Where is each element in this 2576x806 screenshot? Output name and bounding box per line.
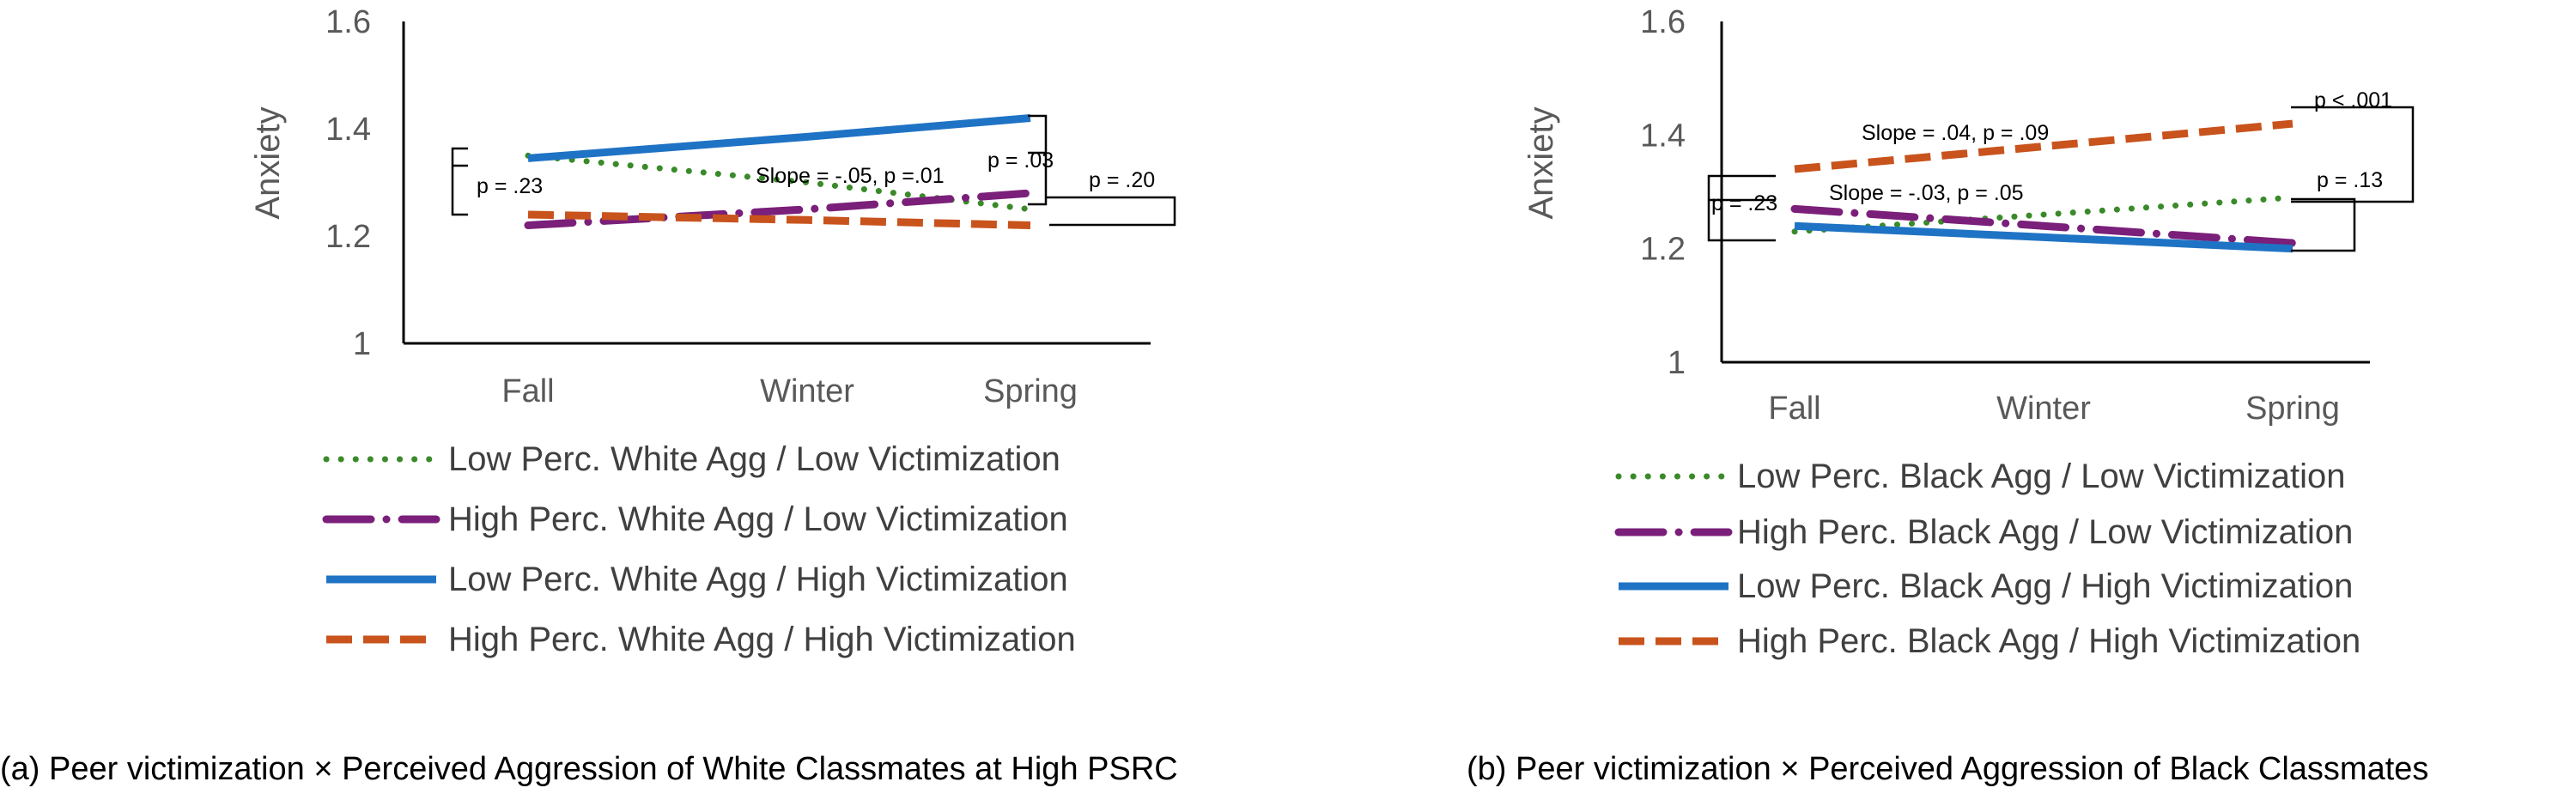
bracket-spring-1 — [2291, 106, 2415, 203]
legend-label-1: Low Perc. Black Agg / Low Victimization — [1737, 458, 2345, 495]
bracket-spring-2 — [2291, 197, 2356, 252]
y-tick-label: 1 — [353, 326, 371, 362]
annotation: p = .20 — [1089, 168, 1155, 192]
legend-label-4: High Perc. Black Agg / High Victimizatio… — [1737, 622, 2360, 660]
x-tick-label: Fall — [1768, 391, 1820, 427]
annotation: p = .23 — [1711, 191, 1777, 215]
x-tick-label: Spring — [983, 373, 1078, 409]
panel-caption: (b) Peer victimization × Perceived Aggre… — [1467, 751, 2428, 787]
annotation: Slope = -.05, p =.01 — [756, 164, 945, 188]
annotation: p = .23 — [477, 174, 543, 198]
y-axis-label: Anxiety — [249, 106, 287, 219]
annotation: p = .13 — [2317, 168, 2383, 192]
y-tick-label: 1 — [1668, 345, 1686, 381]
x-tick-label: Winter — [1996, 391, 2091, 427]
annotation: p < .001 — [2314, 88, 2392, 112]
legend-label-2: High Perc. White Agg / Low Victimization — [448, 500, 1068, 538]
legend-label-1: Low Perc. White Agg / Low Victimization — [448, 440, 1060, 478]
legend-label-2: High Perc. Black Agg / Low Victimization — [1737, 513, 2353, 551]
series-line-4 — [1794, 119, 2293, 173]
y-axis-label: Anxiety — [1522, 106, 1560, 219]
annotation: p = .03 — [987, 148, 1054, 173]
panel-a: 1 1.2 1.4 1.6 Anxiety Fall Winter Spring p = .23… — [0, 4, 1178, 787]
bracket-fall — [451, 147, 468, 216]
y-tick-label: 1.2 — [325, 219, 371, 255]
series-line-3 — [527, 114, 1031, 162]
panel-b: 1 1.2 1.4 1.6 Anxiety Fall Winter Spring p = .23… — [1467, 4, 2428, 787]
annotation: Slope = .04, p = .09 — [1862, 121, 2049, 145]
panel-caption: (a) Peer victimization × Perceived Aggre… — [0, 751, 1178, 787]
y-tick-label: 1.2 — [1640, 232, 1686, 268]
x-tick-label: Winter — [760, 373, 854, 409]
bracket-spring-1 — [1028, 114, 1048, 206]
y-tick-label: 1.6 — [325, 4, 371, 40]
x-tick-label: Fall — [501, 373, 554, 409]
x-tick-label: Spring — [2245, 391, 2340, 427]
annotation: Slope = -.03, p = .05 — [1829, 181, 2024, 205]
y-tick-label: 1.6 — [1640, 4, 1686, 40]
bracket-fall — [1707, 174, 1776, 242]
y-tick-label: 1.4 — [1640, 118, 1686, 154]
bracket-spring-2 — [1046, 196, 1176, 227]
y-tick-label: 1.4 — [325, 112, 371, 148]
legend-label-3: Low Perc. Black Agg / High Victimization — [1737, 567, 2353, 605]
legend-label-3: Low Perc. White Agg / High Victimization — [448, 561, 1068, 598]
legend-label-4: High Perc. White Agg / High Victimizatio… — [448, 621, 1076, 658]
